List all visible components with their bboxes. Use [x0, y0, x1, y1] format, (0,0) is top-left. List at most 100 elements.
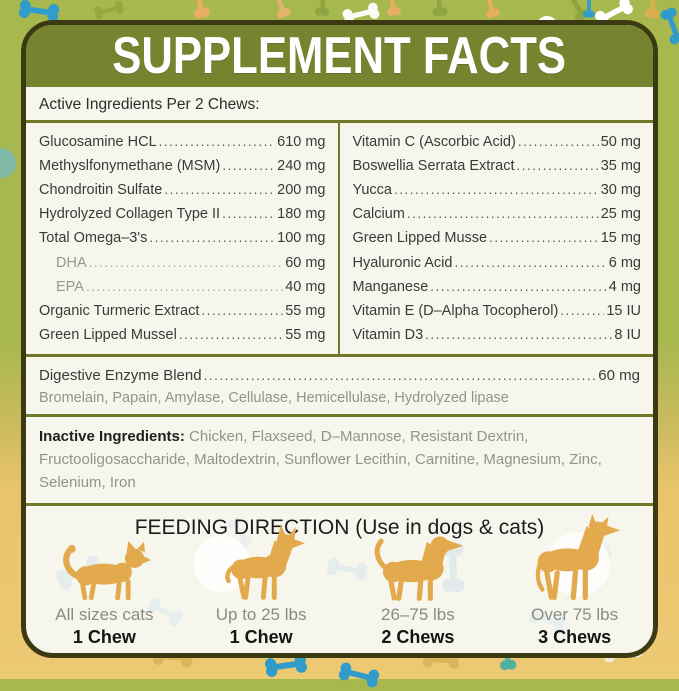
ingredient-row: Chondroitin Sulfate 200 mg [39, 182, 326, 198]
dot-leader [164, 182, 275, 198]
dot-leader [222, 206, 275, 222]
ingredient-amount: 610 mg [277, 134, 326, 151]
bone-icon [477, 0, 503, 22]
page-title: SUPPLEMENT FACTS [112, 27, 567, 85]
ingredient-name: DHA [56, 254, 87, 271]
ingredient-name: Vitamin C (Ascorbic Acid) [352, 134, 516, 151]
dot-leader [560, 303, 604, 319]
feeding-group-large-dog: Over 75 lbs 3 Chews [496, 510, 653, 648]
panel-header: SUPPLEMENT FACTS [26, 25, 653, 87]
ingredient-amount: 60 mg [285, 254, 326, 271]
size-label: 26–75 lbs [381, 605, 455, 624]
size-label: All sizes cats [55, 605, 154, 624]
bone-icon [334, 659, 384, 691]
dot-leader [425, 327, 612, 343]
ingredient-amount: 30 mg [600, 182, 641, 199]
feeding-group-small-dog: Up to 25 lbs 1 Chew [183, 510, 340, 648]
feeding-groups: All sizes cats 1 Chew [26, 510, 653, 648]
dot-leader [430, 279, 606, 295]
ingredient-row: Yucca 30 mg [353, 182, 642, 198]
dot-leader [222, 158, 275, 174]
ingredient-name: Yucca [352, 182, 393, 199]
ingredient-name: Chondroitin Sulfate [39, 182, 163, 199]
ingredient-amount: 100 mg [277, 230, 326, 247]
inactive-ingredients-label: Inactive Ingredients: [39, 428, 185, 445]
ingredient-name: Organic Turmeric Extract [39, 302, 200, 319]
feeding-group-medium-dog: 26–75 lbs 2 Chews [340, 510, 497, 648]
animal-figure [56, 510, 152, 602]
ingredient-row: Manganese 4 mg [353, 279, 642, 295]
ingredient-row: Vitamin C (Ascorbic Acid) 50 mg [353, 134, 642, 150]
ingredient-row: Vitamin D3 8 IU [353, 327, 642, 343]
ingredient-amount: 35 mg [600, 158, 641, 175]
digestive-enzyme-section: Digestive Enzyme Blend 60 mg Bromelain, … [26, 357, 653, 414]
inactive-ingredients-text: Chicken, Flaxseed, D–Mannose, Resistant … [39, 428, 602, 491]
size-label: Up to 25 lbs [215, 605, 307, 624]
dot-leader [407, 206, 599, 222]
ingredient-row: EPA 40 mg [39, 279, 326, 295]
ingredient-row: Total Omega–3's 100 mg [39, 230, 326, 246]
bone-icon [656, 3, 679, 49]
animal-figure [369, 510, 466, 602]
ingredient-name: Green Lipped Musse [352, 230, 488, 247]
ingredient-row: Boswellia Serrata Extract 35 mg [353, 158, 642, 174]
dot-leader [86, 279, 283, 295]
ingredient-amount: 15 IU [606, 302, 641, 319]
bone-icon [266, 0, 294, 22]
animal-figure [216, 510, 306, 602]
size-label: Over 75 lbs [531, 605, 619, 624]
dot-leader [518, 134, 599, 150]
ingredient-amount: 25 mg [600, 206, 641, 223]
ingredient-amount: 6 mg [608, 254, 641, 271]
ingredient-column-right: Vitamin C (Ascorbic Acid) 50 mg Boswellia… [340, 123, 654, 354]
ingredient-name: Digestive Enzyme Blend [39, 367, 202, 384]
divider [26, 354, 653, 357]
ingredient-row: Hydrolyzed Collagen Type II 180 mg [39, 206, 326, 222]
ingredient-name: Vitamin D3 [352, 326, 424, 343]
ingredient-amount: 200 mg [277, 182, 326, 199]
ingredient-row: Glucosamine HCL 610 mg [39, 134, 326, 150]
bone-icon [381, 0, 404, 20]
ingredient-name: EPA [56, 278, 84, 295]
ingredient-amount: 55 mg [285, 326, 326, 343]
ingredient-name: Glucosamine HCL [39, 134, 157, 151]
ingredient-row: Green Lipped Mussel 55 mg [39, 327, 326, 343]
divider [26, 414, 653, 417]
ingredient-name: Green Lipped Mussel [39, 326, 177, 343]
enzyme-components: Bromelain, Papain, Amylase, Cellulase, H… [39, 390, 509, 406]
dose-label: 3 Chews [538, 627, 612, 647]
decor-blob [0, 148, 16, 178]
active-ingredients-heading: Active Ingredients Per 2 Chews: [39, 96, 260, 113]
ingredient-amount: 15 mg [600, 230, 641, 247]
ingredient-name: Hyaluronic Acid [352, 254, 453, 271]
divider [26, 503, 653, 507]
ingredient-name: Hydrolyzed Collagen Type II [39, 206, 221, 223]
ingredient-name: Total Omega–3's [39, 230, 148, 247]
bone-icon [91, 0, 128, 22]
dot-leader [149, 230, 275, 246]
ingredient-row: DHA 60 mg [39, 255, 326, 271]
ingredient-amount: 50 mg [600, 134, 641, 151]
medium-dog-icon [374, 536, 464, 601]
ingredient-columns: Glucosamine HCL 610 mg Methyslfonymethane… [26, 123, 653, 354]
ingredient-name: Vitamin E (D–Alpha Tocopherol) [352, 302, 559, 319]
ingredient-amount: 180 mg [277, 206, 326, 223]
ingredient-amount: 60 mg [598, 367, 640, 384]
ingredient-amount: 4 mg [608, 278, 641, 295]
bone-icon [582, 0, 596, 20]
dot-leader [201, 303, 283, 319]
bone-icon [313, 0, 333, 19]
dose-label: 1 Chew [72, 627, 136, 647]
dose-label: 2 Chews [381, 627, 455, 647]
dot-leader [454, 255, 606, 271]
supplement-facts-panel: SUPPLEMENT FACTS Active Ingredients Per … [21, 20, 658, 658]
ingredient-row: Hyaluronic Acid 6 mg [353, 255, 642, 271]
ingredient-amount: 8 IU [614, 326, 641, 343]
divider [26, 120, 653, 123]
ingredient-column-left: Glucosamine HCL 610 mg Methyslfonymethane… [26, 123, 340, 354]
bone-icon [428, 0, 449, 20]
ingredient-name: Methyslfonymethane (MSM) [39, 158, 221, 175]
cat-icon [63, 541, 152, 601]
inactive-ingredients-section: Inactive Ingredients: Chicken, Flaxseed,… [26, 417, 653, 503]
dot-leader [204, 367, 597, 384]
